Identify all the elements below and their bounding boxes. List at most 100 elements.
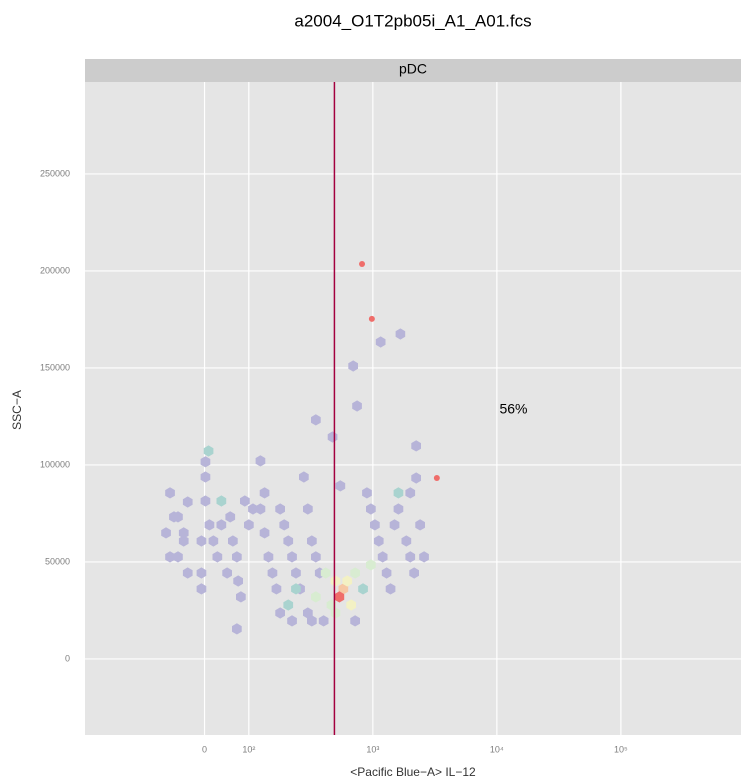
hexbin bbox=[178, 535, 189, 547]
hexbin bbox=[283, 599, 294, 611]
hexbin bbox=[348, 360, 358, 372]
hexbin bbox=[318, 615, 329, 627]
hexbin bbox=[381, 567, 392, 579]
hexbin bbox=[222, 567, 232, 579]
hexbin bbox=[196, 535, 207, 547]
hexbin bbox=[200, 495, 211, 507]
x-tick-label: 10² bbox=[242, 744, 255, 754]
hexbin bbox=[182, 567, 193, 579]
event-point bbox=[368, 315, 375, 322]
plot-panel bbox=[85, 82, 741, 735]
hexbin bbox=[236, 591, 246, 603]
hexbin bbox=[370, 519, 380, 531]
x-tick-label: 10³ bbox=[366, 744, 379, 754]
hexbin bbox=[311, 591, 321, 603]
hexbin bbox=[405, 487, 416, 499]
chart-title: a2004_O1T2pb05i_A1_A01.fcs bbox=[294, 11, 531, 30]
y-tick-label: 50000 bbox=[45, 556, 70, 566]
hexbin bbox=[311, 551, 321, 563]
hexbin bbox=[259, 527, 270, 539]
hexbin bbox=[233, 575, 243, 587]
hexbin bbox=[232, 551, 242, 563]
hexbin bbox=[373, 535, 384, 547]
event-point bbox=[433, 474, 440, 481]
hexbin bbox=[287, 615, 297, 627]
hexbin bbox=[291, 567, 301, 579]
hexbin bbox=[178, 527, 189, 539]
hexbin bbox=[366, 559, 376, 571]
hexbin bbox=[216, 495, 227, 507]
hexbin bbox=[346, 599, 356, 611]
gate-annotation: 56% bbox=[499, 401, 527, 417]
hexbin bbox=[255, 455, 266, 467]
hexbin bbox=[248, 503, 258, 515]
hexbin bbox=[200, 471, 211, 483]
x-tick-label: 10⁵ bbox=[614, 744, 628, 754]
hexbin bbox=[350, 567, 360, 579]
hexbin bbox=[330, 607, 341, 619]
hexbin bbox=[411, 472, 421, 484]
hexbin bbox=[375, 336, 386, 348]
hexbin bbox=[200, 456, 211, 468]
hexbin bbox=[244, 519, 254, 531]
hexbin bbox=[405, 551, 416, 563]
hexbin bbox=[366, 503, 376, 515]
hexbin bbox=[279, 519, 290, 531]
y-tick-label: 250000 bbox=[40, 168, 70, 178]
hexbin bbox=[259, 487, 270, 499]
hexbin bbox=[320, 567, 331, 579]
hexbin bbox=[161, 527, 171, 539]
hexbin bbox=[307, 535, 317, 547]
hexbin bbox=[335, 480, 346, 492]
hexbin bbox=[409, 567, 419, 579]
hexbin bbox=[358, 583, 368, 595]
hexbin bbox=[393, 487, 404, 499]
x-axis-label: <Pacific Blue−A> IL−12 bbox=[350, 765, 476, 779]
hexbin bbox=[401, 535, 412, 547]
hexbin bbox=[303, 503, 313, 515]
hexbin bbox=[212, 551, 223, 563]
hexbin bbox=[283, 535, 294, 547]
hexbin bbox=[330, 575, 341, 587]
hexbin bbox=[275, 503, 285, 515]
hexbin bbox=[228, 535, 238, 547]
hexbin bbox=[287, 551, 297, 563]
x-tick-label: 10⁴ bbox=[490, 744, 504, 754]
y-tick-label: 0 bbox=[65, 653, 70, 663]
hexbin bbox=[267, 567, 278, 579]
hexbin bbox=[419, 551, 429, 563]
panel-strip bbox=[85, 59, 741, 82]
hexbin bbox=[299, 471, 309, 483]
hexbin bbox=[291, 583, 301, 595]
hexbin bbox=[377, 551, 388, 563]
hexbin bbox=[311, 414, 321, 426]
y-tick-label: 200000 bbox=[40, 265, 70, 275]
hexbin bbox=[342, 575, 353, 587]
hexbin bbox=[334, 591, 345, 603]
hexbin bbox=[255, 503, 266, 515]
hexbin bbox=[275, 607, 285, 619]
panel-label: pDC bbox=[399, 61, 427, 77]
hexbin bbox=[350, 615, 360, 627]
hexbin bbox=[415, 519, 425, 531]
hexbin bbox=[240, 495, 250, 507]
hexbin bbox=[395, 328, 406, 340]
hexbin bbox=[225, 511, 236, 523]
hexbin bbox=[338, 583, 349, 595]
hexbin bbox=[303, 607, 313, 619]
hexbin bbox=[216, 519, 227, 531]
hexbin bbox=[393, 503, 404, 515]
hexbin bbox=[208, 535, 219, 547]
hexbin bbox=[389, 519, 400, 531]
hexbin bbox=[165, 551, 175, 563]
hexbin bbox=[411, 440, 421, 452]
hexbin bbox=[196, 567, 207, 579]
hexbin bbox=[385, 583, 396, 595]
hexbin bbox=[263, 551, 274, 563]
hexbin bbox=[232, 623, 242, 635]
hexbin bbox=[165, 487, 175, 499]
hexbin bbox=[173, 511, 183, 523]
hexbin bbox=[173, 551, 183, 563]
hexbin bbox=[271, 583, 282, 595]
